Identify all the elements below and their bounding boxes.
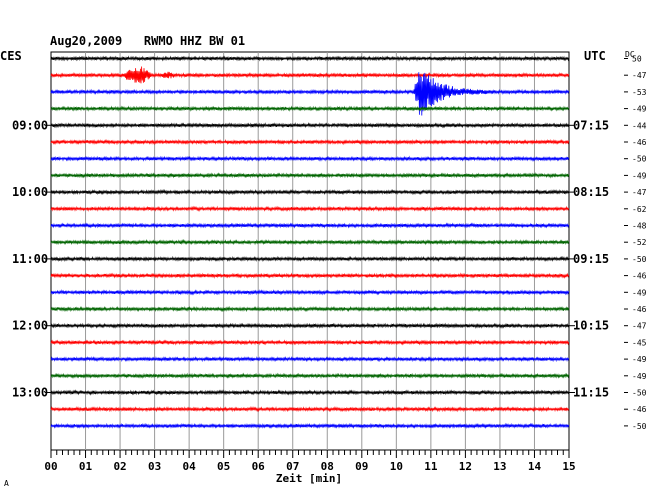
x-tick-label: 10 xyxy=(390,460,403,473)
x-tick-label: 04 xyxy=(183,460,197,473)
chart-title: Aug20,2009 RWMO HHZ BW 01 xyxy=(50,34,245,48)
seismic-trace xyxy=(50,138,570,146)
x-tick-label: 07 xyxy=(286,460,299,473)
dc-value-label: -53 xyxy=(632,88,647,97)
right-time-label: 09:15 xyxy=(573,252,609,266)
dc-value-label: -46 xyxy=(632,138,647,147)
seismic-trace xyxy=(50,339,570,346)
x-tick-label: 12 xyxy=(459,460,472,473)
left-time-label: 13:00 xyxy=(12,386,48,400)
x-tick-label: 01 xyxy=(79,460,93,473)
dc-value-label: -47 xyxy=(632,322,647,331)
dc-value-label: -49 xyxy=(632,288,647,297)
dc-value-label: -50 xyxy=(632,422,647,431)
seismic-trace xyxy=(50,355,570,363)
x-tick-label: 15 xyxy=(562,460,575,473)
x-tick-label: 05 xyxy=(217,460,230,473)
left-header-label: CES xyxy=(0,49,22,63)
seismic-trace xyxy=(50,238,570,246)
x-tick-label: 13 xyxy=(493,460,506,473)
seismic-trace xyxy=(50,105,570,112)
x-tick-label: 03 xyxy=(148,460,161,473)
minute-gridlines xyxy=(85,52,535,450)
x-tick-label: 11 xyxy=(424,460,438,473)
dc-value-label: -49 xyxy=(632,355,647,364)
x-tick-label: 00 xyxy=(44,460,57,473)
left-time-label: 09:00 xyxy=(12,118,48,132)
dc-value-label: -46 xyxy=(632,305,647,314)
seismic-trace xyxy=(50,222,570,229)
seismic-trace xyxy=(50,172,570,179)
x-axis: 00 01 02 03 04 05 06 07 08 09 10 11 12 13 14 15 xyxy=(44,450,576,473)
x-tick-label: 09 xyxy=(355,460,368,473)
seismic-trace xyxy=(50,255,570,263)
x-tick-label: 02 xyxy=(113,460,126,473)
dc-value-label: -62 xyxy=(632,205,647,214)
dc-value-label: -45 xyxy=(632,338,647,347)
right-time-label: 10:15 xyxy=(573,319,609,333)
dc-value-label: -49 xyxy=(632,372,647,381)
x-axis-label: Zeit [min] xyxy=(276,472,342,485)
seismic-trace xyxy=(50,155,570,162)
dc-value-label: -44 xyxy=(632,121,647,130)
dc-value-label: -48 xyxy=(632,222,647,231)
seismic-trace xyxy=(50,55,570,62)
seismic-trace xyxy=(50,406,570,413)
left-time-label: 10:00 xyxy=(12,185,48,199)
dc-offset-labels: 50 -47 -53 -49 -44 -46 -50 -49 -47 -62 -48 -52 -50 -4… xyxy=(624,55,647,431)
dc-value-label: -46 xyxy=(632,272,647,281)
dc-value-label: -52 xyxy=(632,238,647,247)
seismic-trace xyxy=(50,372,570,379)
left-time-label: 12:00 xyxy=(12,319,48,333)
dc-value-label: -46 xyxy=(632,405,647,414)
seismic-trace xyxy=(50,422,570,430)
seismic-trace xyxy=(50,66,570,84)
x-tick-label: 08 xyxy=(321,460,334,473)
right-time-labels: 07:15 08:15 09:15 10:15 11:15 xyxy=(569,118,609,400)
left-time-labels: 09:00 10:00 11:00 12:00 13:00 xyxy=(12,118,51,400)
seismic-trace xyxy=(50,389,570,396)
seismic-trace xyxy=(50,72,570,116)
seismic-trace xyxy=(50,122,570,129)
right-header-label: UTC xyxy=(584,49,606,63)
right-time-label: 08:15 xyxy=(573,185,609,199)
footnote-glyph: Α xyxy=(4,479,9,488)
dc-value-label: -47 xyxy=(632,188,647,197)
seismic-trace xyxy=(50,272,570,279)
dc-header-label: DC xyxy=(625,50,635,59)
seismic-trace xyxy=(50,289,570,296)
seismic-trace xyxy=(50,322,570,329)
dc-value-label: -50 xyxy=(632,255,647,264)
plot-frame xyxy=(50,51,570,451)
right-time-label: 07:15 xyxy=(573,118,609,132)
seismic-trace xyxy=(50,205,570,212)
dc-value-label: -50 xyxy=(632,389,647,398)
seismic-trace xyxy=(50,305,570,313)
dc-value-label: -49 xyxy=(632,171,647,180)
dc-value-label: -47 xyxy=(632,71,647,80)
right-time-label: 11:15 xyxy=(573,386,609,400)
seismic-trace xyxy=(50,188,570,196)
plot-border xyxy=(50,51,570,451)
dc-value-label: -50 xyxy=(632,155,647,164)
x-tick-label: 06 xyxy=(252,460,266,473)
dc-value-label: -49 xyxy=(632,105,647,114)
left-time-label: 11:00 xyxy=(12,252,48,266)
x-tick-label: 14 xyxy=(528,460,542,473)
seismic-traces xyxy=(50,55,570,430)
dc-value-label: 50 xyxy=(632,55,642,64)
